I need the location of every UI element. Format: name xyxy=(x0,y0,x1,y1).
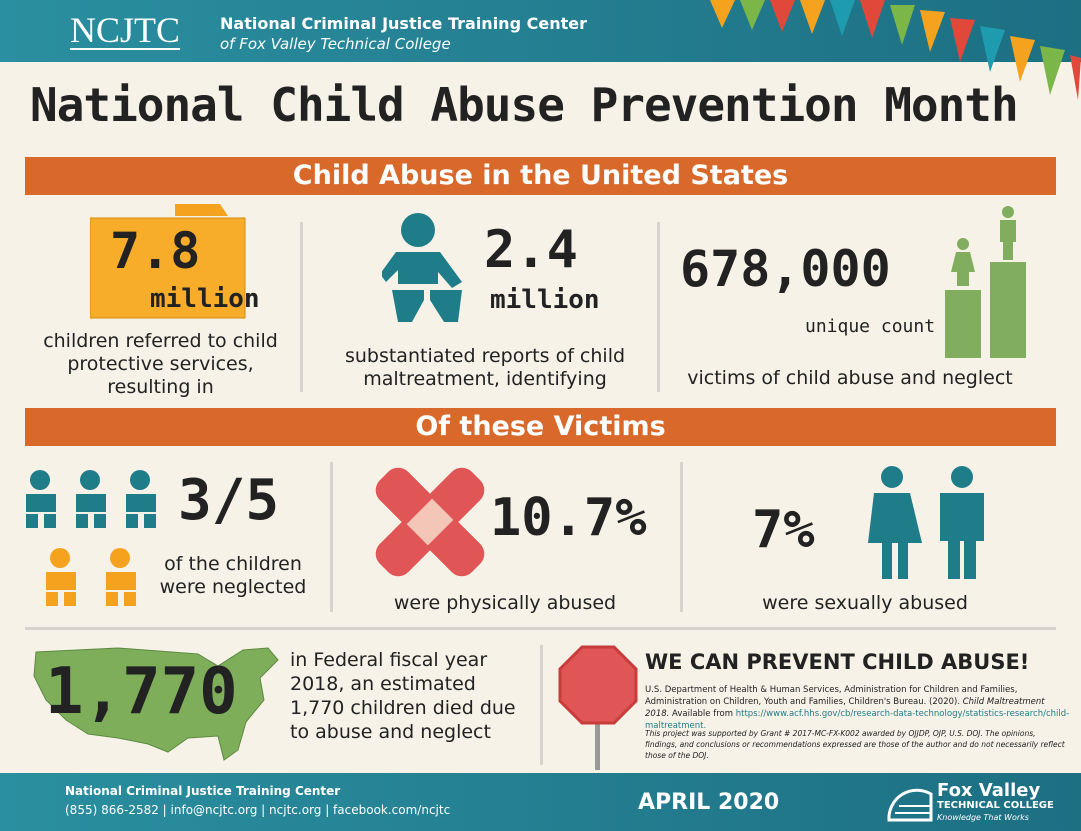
stat-figure: 678,000 xyxy=(680,240,891,298)
org-sub: of Fox Valley Technical College xyxy=(220,35,451,53)
citation: U.S. Department of Health & Human Servic… xyxy=(645,684,1070,732)
section-heading: Child Abuse in the United States xyxy=(25,157,1056,195)
college-tagline: Knowledge That Works xyxy=(937,813,1029,822)
folder-icon xyxy=(90,204,246,319)
stat-caption: children referred to child protective se… xyxy=(43,330,278,398)
footer-date: APRIL 2020 xyxy=(638,790,780,815)
bunting xyxy=(710,0,1081,100)
stat-unit: unique count xyxy=(805,316,936,337)
stat-figure: 7.8 xyxy=(110,222,201,280)
org-name: National Criminal Justice Training Cente… xyxy=(220,14,587,33)
divider xyxy=(540,645,543,765)
us-map xyxy=(33,647,279,761)
prevent-heading: WE CAN PREVENT CHILD ABUSE! xyxy=(645,650,1030,674)
divider xyxy=(680,462,683,612)
stat-figure: 10.7% xyxy=(490,488,647,548)
college-name: Fox Valley xyxy=(937,780,1041,801)
stat-caption: victims of child abuse and neglect xyxy=(687,367,1013,389)
title: National Child Abuse Prevention Month xyxy=(30,78,1019,132)
support-note: This project was supported by Grant # 20… xyxy=(645,729,1065,760)
baby-icon xyxy=(382,213,462,322)
people-icon xyxy=(868,466,984,579)
stat-unit: million xyxy=(150,284,260,314)
stat-caption: substantiated reports of child maltreatm… xyxy=(344,345,626,390)
divider xyxy=(25,627,1056,630)
bandage-icon xyxy=(375,467,485,577)
stat-caption: in Federal fiscal year 2018, an estimate… xyxy=(290,649,516,743)
stat-figure: 1,770 xyxy=(45,655,238,729)
college-logo-mark xyxy=(887,788,933,822)
stat-unit: million xyxy=(490,285,600,315)
stop-sign xyxy=(558,645,638,770)
footer-contact: (855) 866-2582 | info@ncjtc.org | ncjtc.… xyxy=(65,803,451,817)
citation-available: Available from xyxy=(672,709,734,719)
stat-figure: 3/5 xyxy=(178,468,280,533)
citation-publication: Child Maltreatment 2018. xyxy=(645,697,1045,719)
stat-caption: were sexually abused xyxy=(762,592,968,614)
citation-source: U.S. Department of Health & Human Servic… xyxy=(645,685,1018,707)
logo: NCJTC xyxy=(70,10,181,50)
stat-caption: were physically abused xyxy=(393,592,617,614)
babies-icon xyxy=(26,470,156,606)
stat-figure: 7% xyxy=(752,500,815,560)
stat-figure: 2.4 xyxy=(484,220,578,280)
podium-icon xyxy=(945,206,1026,358)
citation-url[interactable]: https://www.acf.hhs.gov/cb/research-data… xyxy=(645,709,1070,731)
college-sub: TECHNICAL COLLEGE xyxy=(937,800,1054,811)
divider xyxy=(330,462,333,612)
footer-org: National Criminal Justice Training Cente… xyxy=(65,784,341,798)
divider xyxy=(300,222,303,392)
divider xyxy=(657,222,660,392)
stat-caption: of the children were neglected xyxy=(159,553,307,598)
section-heading: Of these Victims xyxy=(25,408,1056,446)
